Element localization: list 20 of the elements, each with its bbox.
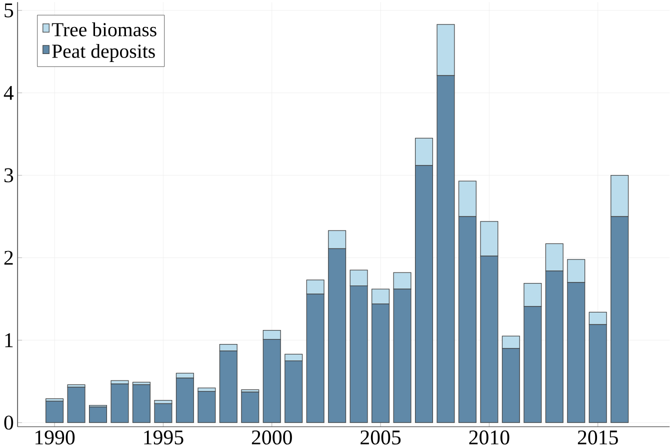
bar xyxy=(198,390,216,423)
x-tick-label: 2005 xyxy=(360,430,401,444)
bar xyxy=(132,384,150,423)
x-tick-label: 1995 xyxy=(144,430,184,444)
bar xyxy=(89,406,108,423)
y-tick-label: 4 xyxy=(4,86,14,100)
x-tick-label: 2000 xyxy=(252,430,292,444)
x-tick-label: 2010 xyxy=(469,430,510,444)
y-tick-label: 2 xyxy=(4,250,13,265)
bar xyxy=(241,392,260,423)
legend-label: Tree biomass xyxy=(52,22,156,36)
bar xyxy=(110,384,129,423)
y-tick-label: 1 xyxy=(5,333,13,348)
x-tick-label: 2015 xyxy=(578,430,618,444)
x-tick-label: 1990 xyxy=(36,430,75,444)
y-tick-label: 0 xyxy=(4,416,14,430)
y-tick-label: 5 xyxy=(4,3,14,18)
legend-label: Peat deposits xyxy=(52,44,155,62)
y-tick-label: 3 xyxy=(4,168,14,182)
bar xyxy=(67,386,86,423)
